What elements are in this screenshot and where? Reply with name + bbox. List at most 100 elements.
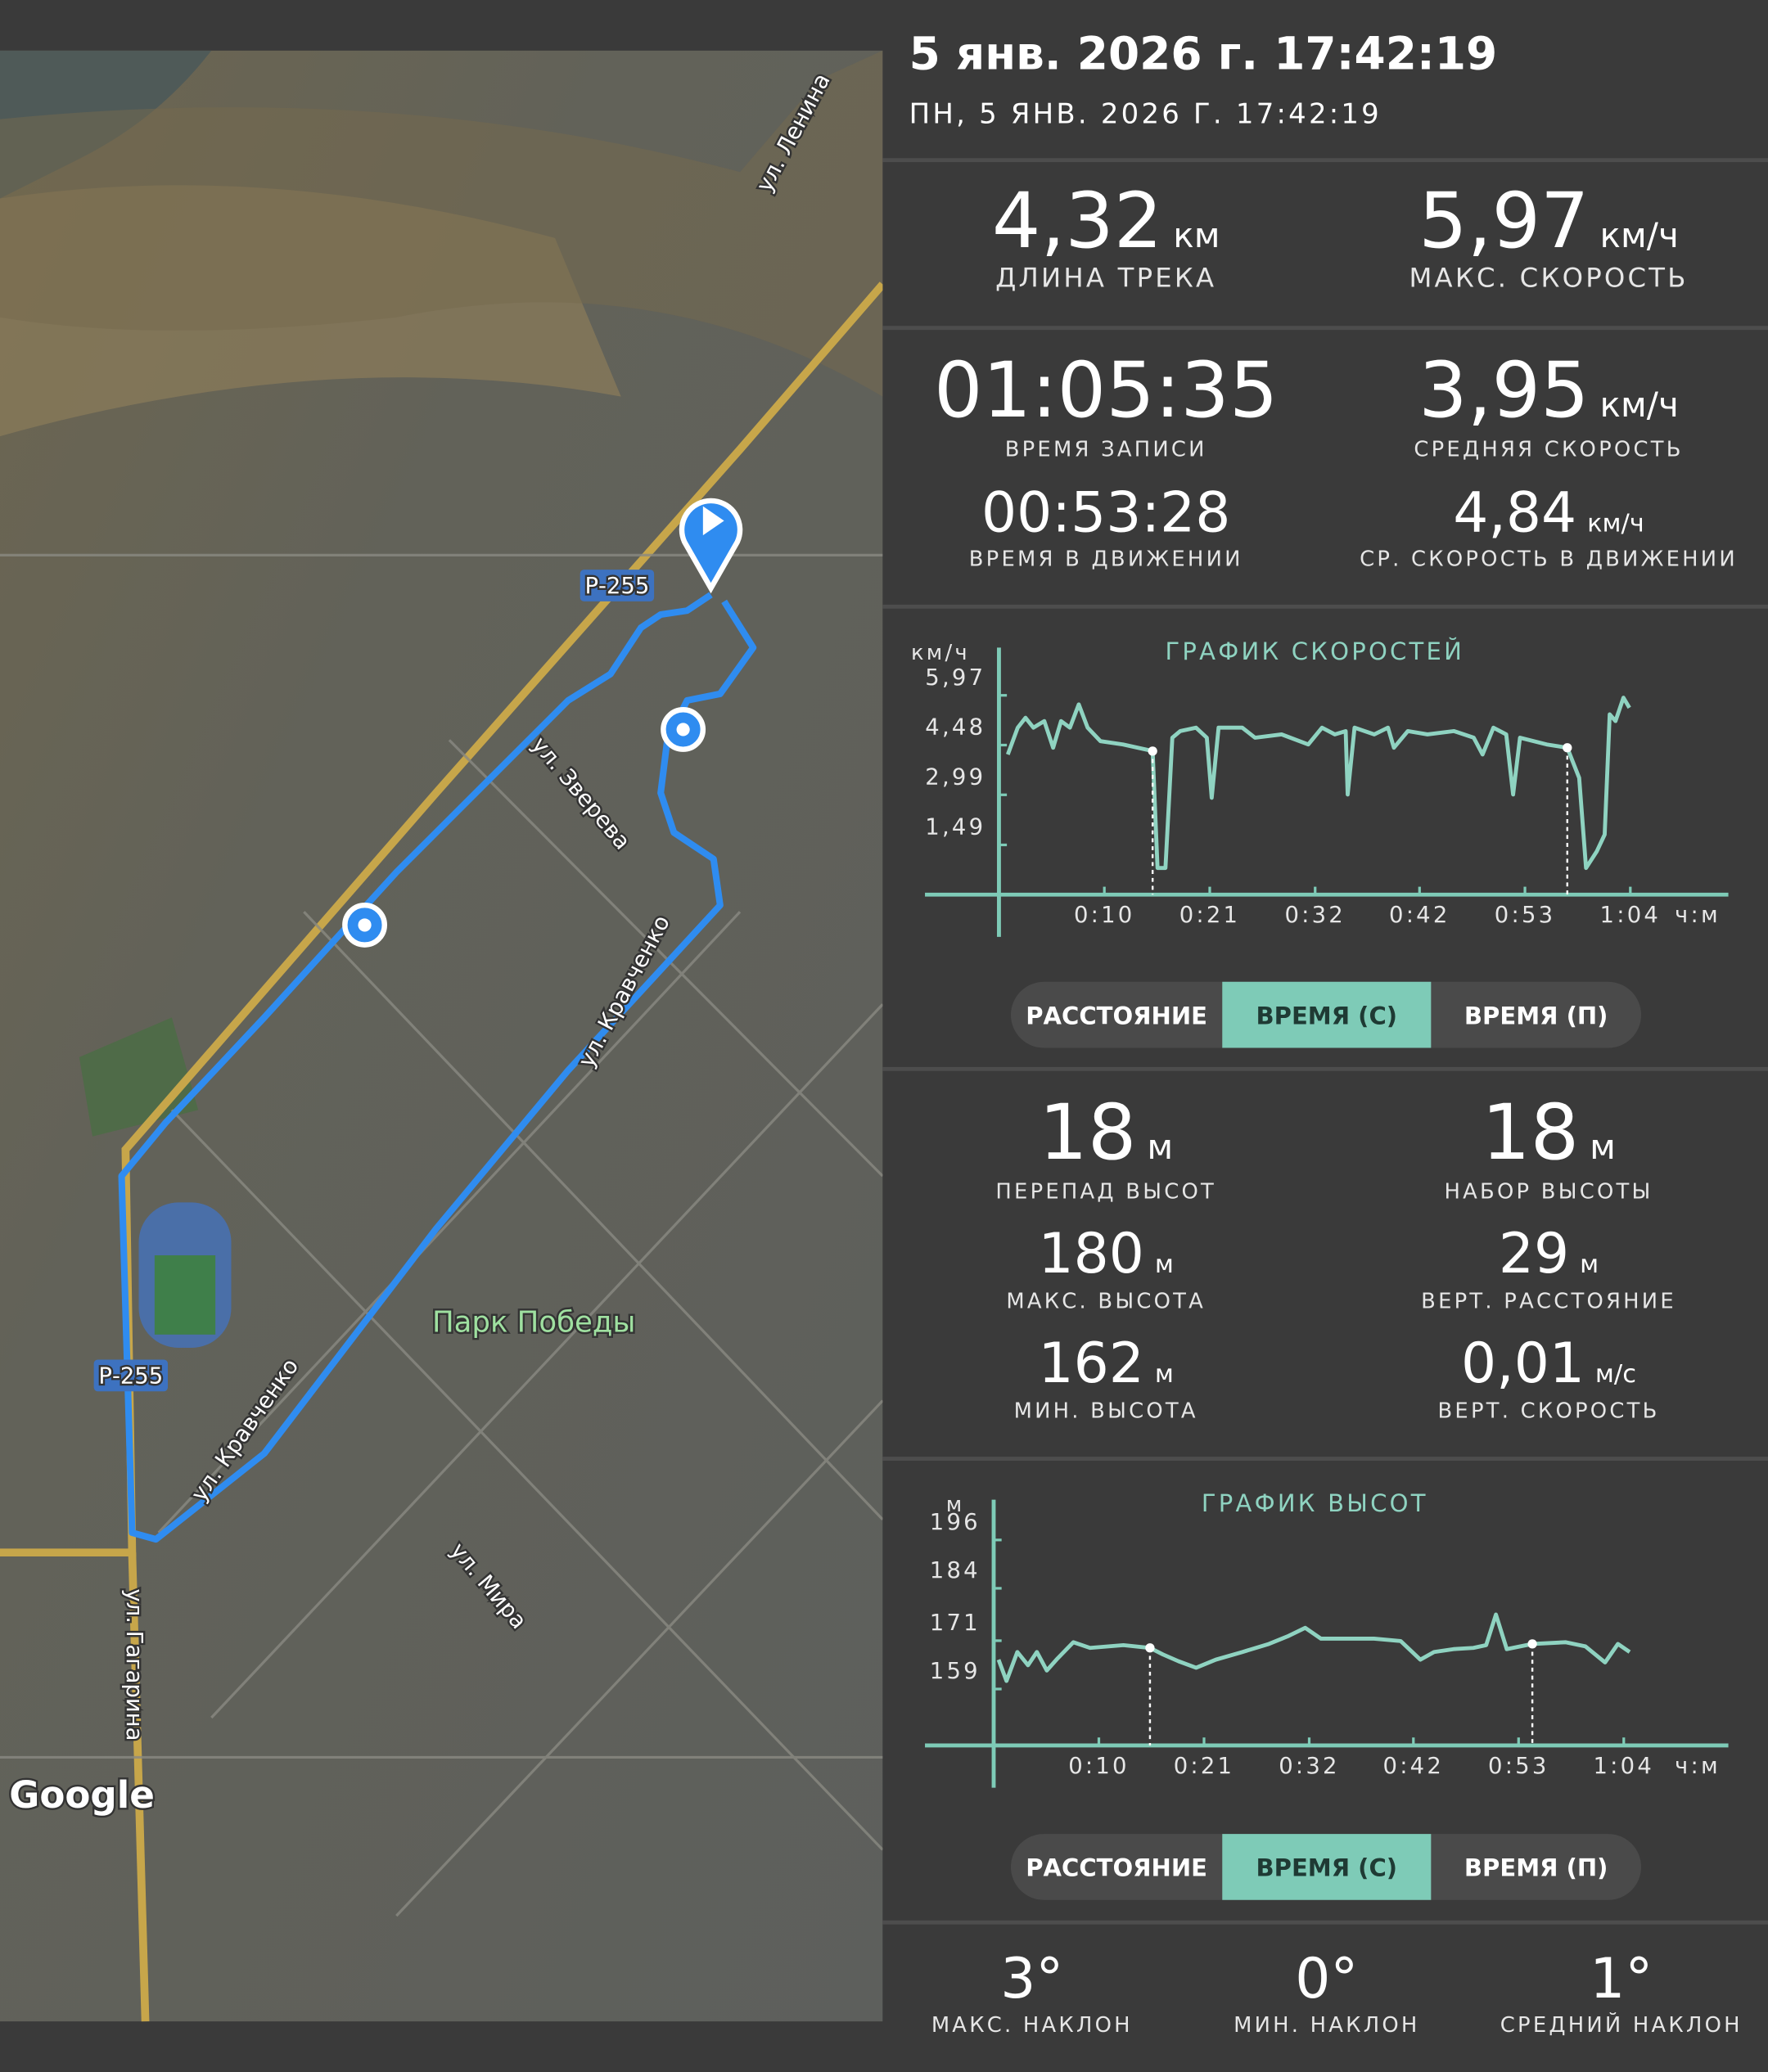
y-tick-label: 5,97 — [925, 665, 985, 691]
stat-number: 3° — [1000, 1946, 1063, 2011]
x-axis-label: ч:м — [1675, 903, 1721, 928]
segment-button[interactable]: ВРЕМЯ (П) — [1464, 1854, 1608, 1882]
chart-title: ГРАФИК ВЫСОТ — [1202, 1489, 1428, 1517]
stat-number: 00:53:28 — [981, 480, 1231, 544]
stat-value: 01:05:35 — [934, 346, 1279, 435]
x-tick-label: 1:04 — [1600, 903, 1662, 928]
stat-unit: м — [1590, 1127, 1616, 1167]
header-title: 5 янв. 2026 г. 17:42:19 — [909, 27, 1498, 79]
x-tick-label: 0:21 — [1179, 903, 1241, 928]
stat-number: 4,32 — [992, 177, 1162, 266]
stat-value: 162 м — [1039, 1331, 1174, 1395]
stat-unit: км/ч — [1600, 215, 1679, 255]
segment-button[interactable]: ВРЕМЯ (П) — [1464, 1002, 1608, 1029]
map-logo: Google — [9, 1773, 155, 1817]
stat-label: МИН. ВЫСОТА — [1014, 1399, 1198, 1424]
map-label: Р-255 — [584, 574, 649, 599]
stat-number: 18 — [1039, 1088, 1136, 1178]
pause-point — [1148, 746, 1157, 756]
stat-number: 180 — [1039, 1221, 1144, 1286]
y-axis-label: м — [946, 1493, 965, 1517]
stat-value: 18 м — [1039, 1088, 1173, 1178]
y-axis-label: км/ч — [911, 641, 970, 665]
y-tick-label: 196 — [930, 1510, 981, 1535]
stat-value: 00:53:28 — [981, 480, 1231, 544]
stat-label: НАБОР ВЫСОТЫ — [1445, 1180, 1653, 1205]
stat-number: 162 — [1039, 1331, 1144, 1395]
segment-button[interactable]: РАССТОЯНИЕ — [1026, 1002, 1207, 1029]
stat-label: МИН. НАКЛОН — [1234, 2013, 1419, 2038]
stat-label: ВРЕМЯ ЗАПИСИ — [1005, 437, 1207, 462]
stat-number: 0,01 — [1461, 1331, 1585, 1395]
stat-value: 1° — [1590, 1946, 1653, 2011]
map-label: Р-255 — [98, 1364, 163, 1390]
data-line — [1005, 696, 1631, 871]
stat-unit: м/с — [1595, 1360, 1636, 1389]
x-tick-label: 0:42 — [1383, 1754, 1445, 1779]
segment-active — [1222, 1834, 1432, 1900]
stat-unit: км/ч — [1600, 385, 1679, 425]
stat-number: 5,97 — [1418, 177, 1589, 266]
stat-value: 29 м — [1499, 1221, 1599, 1286]
y-tick-label: 4,48 — [925, 715, 985, 741]
x-tick-label: 0:53 — [1495, 903, 1556, 928]
x-tick-label: 0:32 — [1284, 903, 1346, 928]
stat-value: 3,95 км/ч — [1418, 346, 1679, 435]
map-label: Парк Победы — [432, 1306, 635, 1340]
stat-label: СРЕДНИЙ НАКЛОН — [1500, 2011, 1743, 2038]
separators — [882, 158, 1768, 1925]
x-tick-label: 0:10 — [1068, 1754, 1130, 1779]
stat-value: 4,32 км — [992, 177, 1220, 266]
y-tick-label: 184 — [930, 1558, 981, 1583]
data-line — [996, 1612, 1631, 1683]
stat-label: ВЕРТ. СКОРОСТЬ — [1438, 1399, 1660, 1424]
y-tick-label: 159 — [930, 1659, 981, 1684]
road-shield — [93, 1359, 169, 1392]
chart-title: ГРАФИК СКОРОСТЕЙ — [1165, 637, 1464, 665]
stat-value: 0° — [1295, 1946, 1358, 2011]
stat-unit: м — [1580, 1250, 1599, 1279]
x-tick-label: 0:21 — [1174, 1754, 1235, 1779]
stat-label: СРЕДНЯЯ СКОРОСТЬ — [1414, 437, 1683, 462]
segment-button[interactable]: РАССТОЯНИЕ — [1026, 1854, 1207, 1882]
pause-point — [1145, 1643, 1155, 1653]
x-tick-label: 0:32 — [1279, 1754, 1340, 1779]
stat-label: ДЛИНА ТРЕКА — [995, 263, 1216, 294]
y-tick-label: 2,99 — [925, 764, 985, 790]
stat-label: МАКС. ВЫСОТА — [1006, 1290, 1206, 1314]
stat-number: 18 — [1482, 1088, 1579, 1178]
stat-value: 18 м — [1482, 1088, 1616, 1178]
stat-unit: м — [1147, 1127, 1173, 1167]
stat-label: МАКС. СКОРОСТЬ — [1409, 263, 1688, 294]
x-tick-label: 1:04 — [1594, 1754, 1655, 1779]
stat-label: ПЕРЕПАД ВЫСОТ — [995, 1180, 1216, 1205]
stat-number: 0° — [1295, 1946, 1358, 2011]
stat-value: 0,01 м/с — [1461, 1331, 1636, 1395]
stat-label: ВРЕМЯ В ДВИЖЕНИИ — [969, 547, 1243, 571]
stat-unit: м — [1155, 1250, 1174, 1279]
pause-point — [1527, 1639, 1537, 1649]
x-tick-label: 0:10 — [1074, 903, 1135, 928]
segment-button[interactable]: ВРЕМЯ (С) — [1256, 1002, 1398, 1029]
stat-value: 3° — [1000, 1946, 1063, 2011]
stat-number: 4,84 — [1453, 480, 1576, 544]
segment-active — [1222, 981, 1432, 1048]
stat-number: 3,95 — [1418, 346, 1589, 435]
stat-label: МАКС. НАКЛОН — [931, 2013, 1133, 2038]
stat-unit: м — [1155, 1360, 1174, 1389]
x-tick-label: 0:53 — [1488, 1754, 1549, 1779]
header-subtitle: ПН, 5 ЯНВ. 2026 Г. 17:42:19 — [909, 97, 1382, 129]
stat-label: ВЕРТ. РАССТОЯНИЕ — [1421, 1290, 1676, 1314]
pause-point — [1563, 743, 1572, 753]
x-axis-label: ч:м — [1675, 1754, 1721, 1779]
stat-value: 5,97 км/ч — [1418, 177, 1679, 266]
stat-number: 1° — [1590, 1946, 1653, 2011]
segment-button[interactable]: ВРЕМЯ (С) — [1256, 1854, 1398, 1882]
x-tick-label: 0:42 — [1389, 903, 1450, 928]
y-tick-label: 171 — [930, 1610, 981, 1636]
map-label: ул. Гагарина — [121, 1588, 147, 1741]
stat-unit: км/ч — [1587, 509, 1644, 538]
stat-number: 01:05:35 — [934, 346, 1279, 435]
